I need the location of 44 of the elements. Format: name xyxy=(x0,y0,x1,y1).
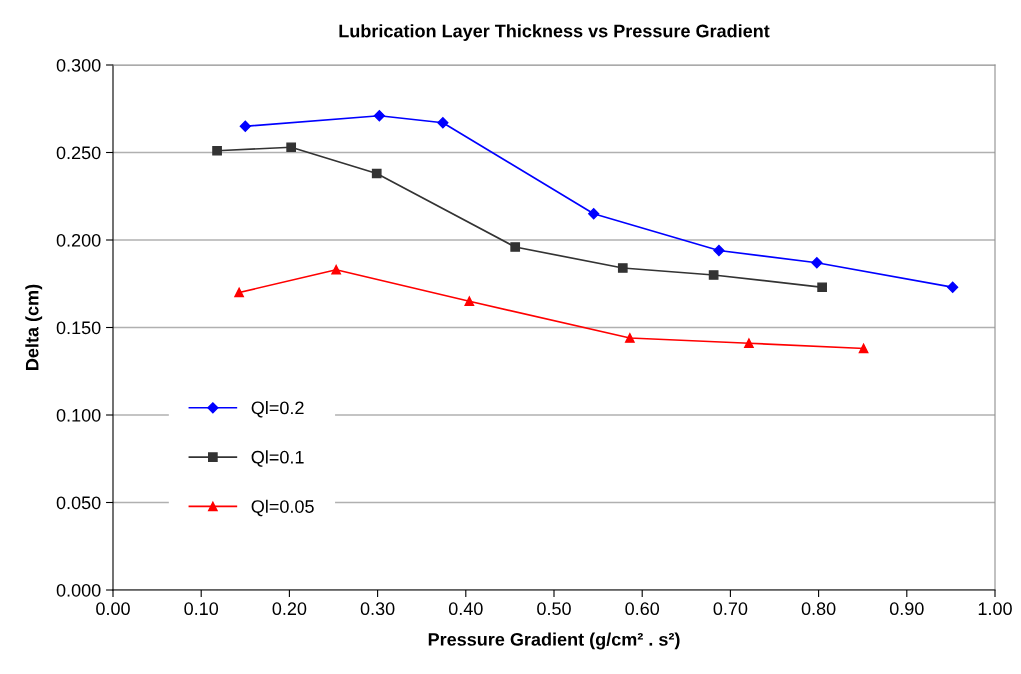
chart-title: Lubrication Layer Thickness vs Pressure Gradient xyxy=(339,24,770,41)
legend-label: Ql=0.2 xyxy=(251,401,304,418)
x-tick-label: 0.70 xyxy=(713,602,748,616)
point xyxy=(858,343,869,354)
point xyxy=(817,282,827,293)
point xyxy=(437,117,449,129)
legend-label: Ql=0.05 xyxy=(251,499,314,517)
point xyxy=(744,338,754,349)
point xyxy=(617,263,628,273)
point xyxy=(286,142,297,153)
point xyxy=(624,333,635,343)
x-tick-label: 0.00 xyxy=(96,602,130,616)
x-tick-label: 0.10 xyxy=(184,602,219,616)
y-tick-label: 0.000 xyxy=(56,583,101,597)
x-tick-label: 0.30 xyxy=(360,602,395,616)
y-tick-label: 0.250 xyxy=(56,146,101,160)
x-tick-label: 0.90 xyxy=(889,602,924,616)
y-tick-label: 0.100 xyxy=(56,408,101,422)
y-tick-label: 0.300 xyxy=(56,58,101,72)
point xyxy=(588,208,600,220)
legend-label: Ql=0.1 xyxy=(251,450,304,467)
x-tick-label: 0.60 xyxy=(625,602,660,616)
x-tick-label: 0.50 xyxy=(537,602,571,616)
point xyxy=(239,120,251,132)
x-tick-label: 0.80 xyxy=(801,602,836,616)
y-tick-label: 0.050 xyxy=(56,496,101,510)
y-axis-title: Delta (cm) xyxy=(25,284,43,370)
x-tick-label: 0.40 xyxy=(448,602,483,616)
point xyxy=(713,244,725,257)
point xyxy=(811,257,823,269)
y-tick-label: 0.150 xyxy=(56,321,101,335)
point xyxy=(234,287,244,298)
point xyxy=(510,242,521,252)
x-tick-label: 1.00 xyxy=(978,602,1012,616)
point xyxy=(331,264,342,275)
point xyxy=(212,145,222,156)
point xyxy=(464,296,475,307)
y-tick-label: 0.200 xyxy=(56,233,101,247)
point xyxy=(371,168,382,179)
point xyxy=(373,110,385,122)
point xyxy=(947,281,959,293)
x-axis-title: Pressure Gradient (g/cm² . s²) xyxy=(428,632,680,650)
x-tick-label: 0.20 xyxy=(272,602,307,616)
point xyxy=(708,270,719,280)
